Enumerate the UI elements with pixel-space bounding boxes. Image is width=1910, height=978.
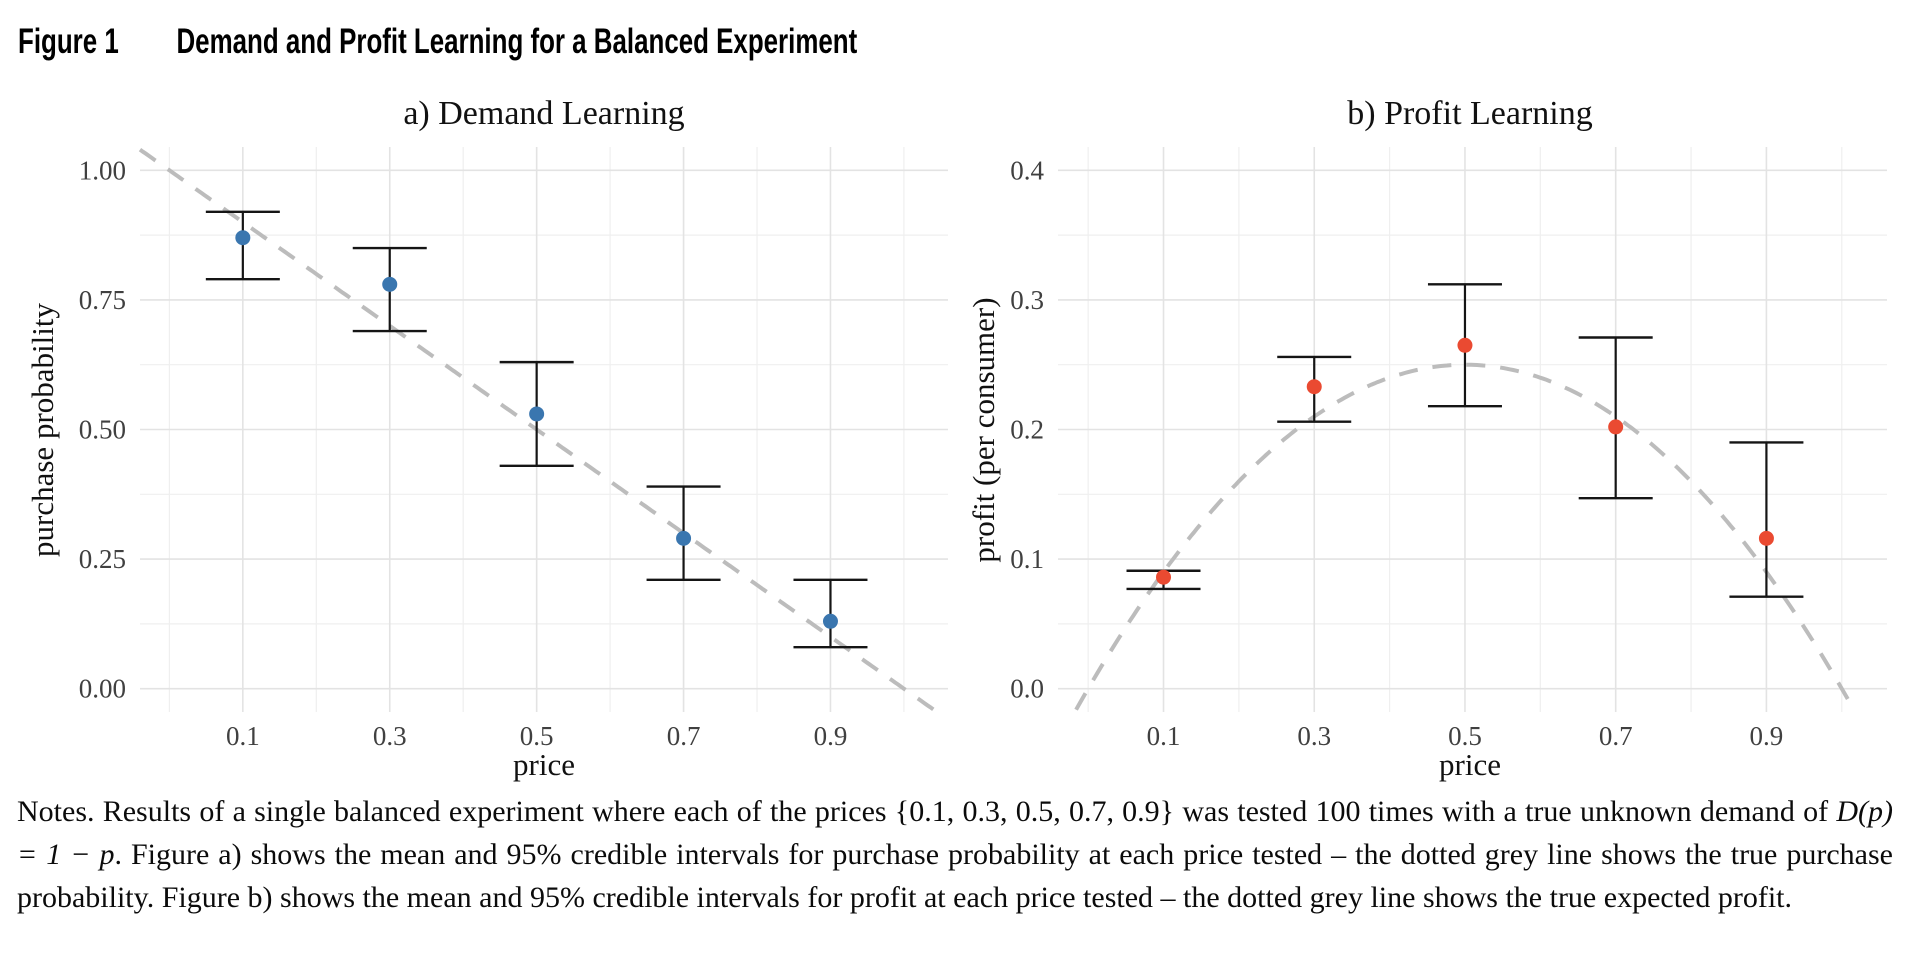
x-axis-label-profit: price <box>1439 747 1501 782</box>
subplot-title-profit: b) Profit Learning <box>1347 95 1593 132</box>
notes-math-expression: D(p) = 1 − p <box>17 795 1893 871</box>
y-tick-label: 0.75 <box>79 285 126 315</box>
data-point <box>529 406 545 422</box>
notes-text-part2: . Figure a) shows the mean and 95% credi… <box>17 838 1893 914</box>
figure-notes: Notes. Results of a single balanced expe… <box>17 790 1893 919</box>
x-tick-label: 0.7 <box>667 721 701 751</box>
x-tick-label: 0.5 <box>520 721 554 751</box>
y-tick-label: 0.1 <box>1010 544 1044 574</box>
y-tick-label: 0.0 <box>1010 674 1044 704</box>
x-tick-label: 0.1 <box>1147 721 1181 751</box>
y-tick-label: 0.00 <box>79 674 126 704</box>
true-curve-dashed-line <box>138 147 938 714</box>
data-point <box>1306 379 1322 395</box>
y-axis-label-profit: profit (per consumer) <box>966 297 1001 563</box>
y-tick-label: 0.4 <box>1010 155 1044 185</box>
demand-chart-panel: 0.1 0.3 0.5 0.7 0.9 0.00 0.25 0.50 0.75 1.00 <box>79 147 948 751</box>
y-tick-label: 0.25 <box>79 544 126 574</box>
y-tick-label: 0.2 <box>1010 415 1044 445</box>
notes-text-part1: Notes. Results of a single balanced expe… <box>17 795 1837 828</box>
figure-title: Figure 1 Demand and Profit Learning for a… <box>18 22 857 62</box>
data-point <box>822 613 838 629</box>
data-point <box>1758 530 1774 546</box>
charts-canvas: 0.1 0.3 0.5 0.7 0.90.000.250.500.751.000.1 0.… <box>79 147 1887 751</box>
y-tick-label: 1.00 <box>79 155 126 185</box>
data-point <box>676 530 692 546</box>
x-tick-label: 0.3 <box>1297 721 1331 751</box>
y-tick-label: 0.50 <box>79 415 126 445</box>
subplot-title-demand: a) Demand Learning <box>403 95 685 132</box>
x-tick-label: 0.9 <box>1750 721 1784 751</box>
data-point <box>382 276 398 292</box>
figure-number: Figure 1 <box>18 22 119 61</box>
x-tick-label: 0.7 <box>1599 721 1633 751</box>
x-tick-label: 0.9 <box>814 721 848 751</box>
data-point <box>1156 569 1172 585</box>
x-axis-label-demand: price <box>513 747 575 782</box>
profit-chart-panel: 0.1 0.3 0.5 0.7 0.9 0.0 0.1 0.2 0.3 0.4 <box>1010 147 1887 751</box>
true-curve-dashed-line <box>1074 362 1856 711</box>
y-axis-label-demand: purchase probability <box>25 303 60 557</box>
x-tick-label: 0.5 <box>1448 721 1482 751</box>
data-point <box>235 230 251 246</box>
data-point <box>1608 419 1624 435</box>
x-tick-label: 0.1 <box>226 721 260 751</box>
y-tick-label: 0.3 <box>1010 285 1044 315</box>
x-tick-label: 0.3 <box>373 721 407 751</box>
figure-title-text: Demand and Profit Learning for a Balance… <box>176 22 858 61</box>
data-point <box>1457 337 1473 353</box>
